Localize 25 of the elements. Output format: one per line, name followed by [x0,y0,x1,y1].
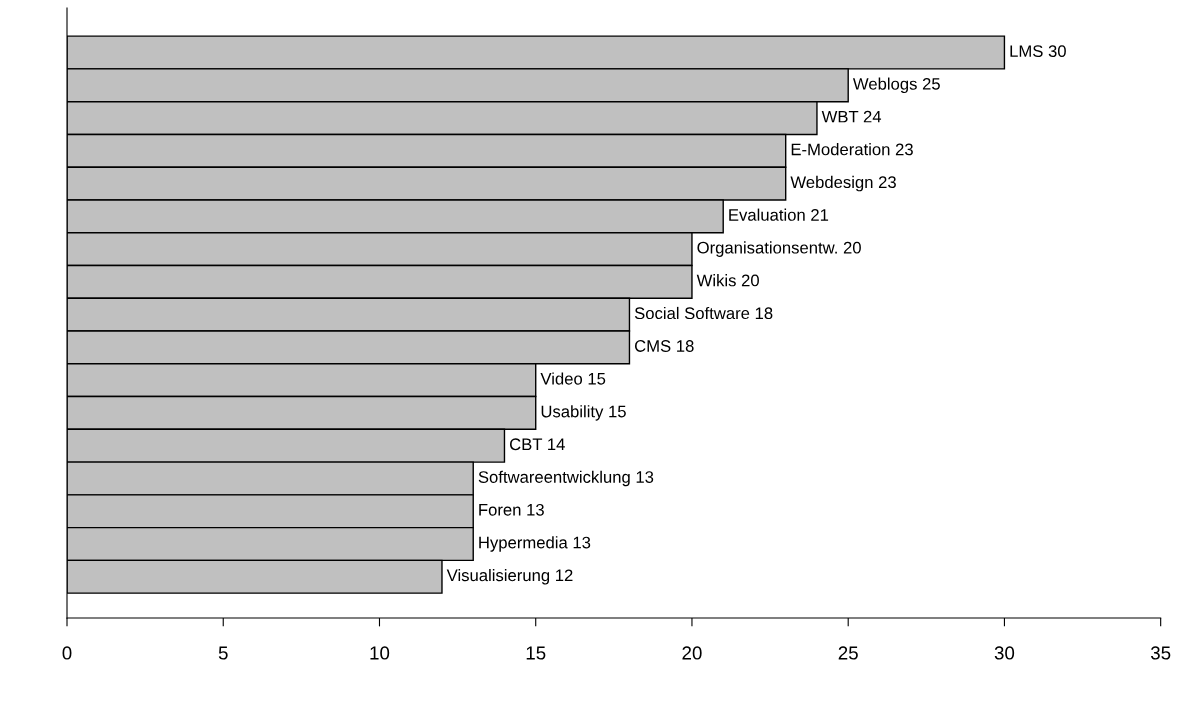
data-label: WBT 24 [821,110,882,123]
x-tick-label: 15 [526,646,546,660]
data-label: Wikis 20 [696,274,759,287]
data-label: CMS 18 [635,340,694,352]
data-label: LMS 30 [1010,45,1066,58]
x-tick-label: 10 [370,646,390,660]
x-tick-label: 5 [218,646,228,660]
x-tick-label: 35 [1150,646,1171,660]
data-label: Webdesign 23 [790,175,896,192]
data-label: Usability 15 [541,405,626,421]
data-label: E-Moderation 23 [791,143,913,156]
data-label: Evaluation 21 [729,208,829,221]
x-tick-label: 25 [838,646,858,660]
data-label: Visualisierung 12 [446,568,573,585]
data-label: Weblogs 25 [852,77,940,94]
data-label: Softwareentwicklung 13 [478,470,654,487]
data-label: CBT 14 [510,438,565,451]
x-tick-label: 30 [994,646,1015,660]
data-label: Video 15 [540,372,606,385]
x-tick-label: 20 [682,646,702,660]
data-label: Organisationsentw. 20 [697,241,861,257]
data-label: Hypermedia 13 [479,536,591,552]
data-label: Foren 13 [479,503,544,516]
data-label: Social Software 18 [634,306,773,320]
x-tick-label: 0 [62,646,72,660]
